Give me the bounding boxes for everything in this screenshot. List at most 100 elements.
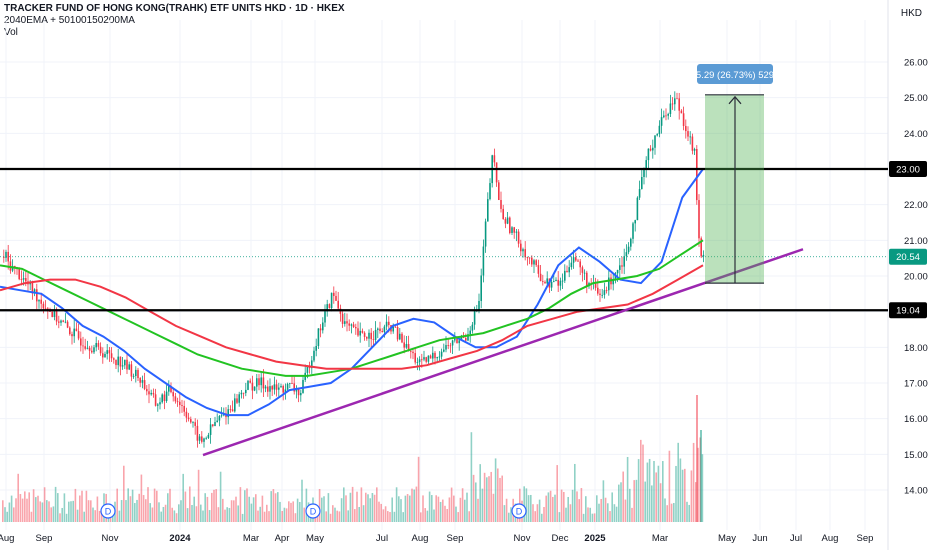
price-candle xyxy=(625,252,628,257)
volume-bar xyxy=(74,488,77,522)
volume-bar xyxy=(395,487,398,522)
volume-bar xyxy=(398,496,400,522)
volume-bar xyxy=(659,483,662,522)
price-candle xyxy=(524,249,526,258)
volume-bar xyxy=(10,495,13,522)
price-candle xyxy=(106,350,108,354)
price-candle xyxy=(322,322,324,331)
price-candle xyxy=(693,149,696,151)
volume-bar xyxy=(700,430,702,522)
price-candle xyxy=(137,369,139,379)
dividend-marker-label: D xyxy=(105,507,112,517)
price-candle xyxy=(392,326,394,332)
volume-bar xyxy=(677,442,679,522)
price-candle xyxy=(531,257,533,265)
volume-bar xyxy=(230,500,233,522)
volume-bar xyxy=(263,511,266,522)
currency-label[interactable]: HKD xyxy=(900,8,922,19)
volume-bar xyxy=(637,459,640,522)
price-candle xyxy=(542,281,544,282)
price-candle xyxy=(198,436,201,441)
volume-bar xyxy=(270,491,272,522)
volume-bar xyxy=(470,432,473,522)
price-candle xyxy=(458,340,460,344)
price-candle xyxy=(480,275,482,301)
volume-bar xyxy=(549,490,552,522)
volume-bar xyxy=(72,500,74,522)
volume-bar xyxy=(281,511,283,522)
price-candle xyxy=(638,189,641,198)
volume-bar xyxy=(226,507,228,522)
price-candle xyxy=(33,289,36,294)
price-candle xyxy=(414,353,416,363)
volume-bar xyxy=(288,501,290,522)
x-axis-tick-label: Sep xyxy=(447,533,464,544)
volume-bar xyxy=(686,501,688,522)
volume-bar xyxy=(554,494,556,522)
volume-bar xyxy=(24,491,26,522)
volume-bar xyxy=(285,508,288,522)
price-candle xyxy=(495,162,498,183)
volume-bar xyxy=(127,488,129,522)
price-candle xyxy=(451,340,454,346)
price-candle xyxy=(337,300,339,309)
price-candle xyxy=(696,149,698,201)
volume-bar xyxy=(145,499,147,522)
volume-bar xyxy=(696,395,698,522)
volume-bar xyxy=(679,458,682,522)
y-axis-tick-label: 20.00 xyxy=(904,272,928,283)
volume-bar xyxy=(593,513,596,522)
price-candle xyxy=(165,391,168,402)
x-axis-tick-label: Aug xyxy=(822,533,839,544)
volume-bar xyxy=(404,495,407,522)
price-candle xyxy=(227,409,229,418)
volume-bar xyxy=(206,496,209,522)
volume-bar xyxy=(442,499,444,522)
volume-label[interactable]: Vol xyxy=(4,27,18,38)
volume-bar xyxy=(255,494,257,522)
volume-bar xyxy=(406,494,409,522)
price-candle xyxy=(663,115,665,118)
volume-bar xyxy=(4,507,6,522)
volume-bar xyxy=(393,511,396,522)
indicator-label[interactable]: 2040EMA + 50100150200MA xyxy=(4,15,135,26)
price-candle xyxy=(603,290,606,295)
price-candle xyxy=(425,357,427,362)
volume-bar xyxy=(437,496,440,522)
volume-bar xyxy=(250,503,253,522)
price-candle xyxy=(436,357,438,359)
price-candle xyxy=(674,98,676,105)
price-candle xyxy=(154,394,157,406)
symbol-title[interactable]: TRACKER FUND OF HONG KONG(TRAHK) ETF UNI… xyxy=(4,3,345,14)
volume-bar xyxy=(380,503,382,522)
price-candle xyxy=(36,289,38,302)
price-candle xyxy=(561,280,564,282)
price-candle xyxy=(3,256,5,258)
price-candle xyxy=(253,386,256,391)
volume-bar xyxy=(321,497,323,522)
price-candle xyxy=(612,280,614,285)
volume-bar xyxy=(556,465,558,522)
volume-bar xyxy=(70,501,72,522)
volume-bar xyxy=(525,488,528,522)
price-candle xyxy=(473,311,476,325)
volume-bar xyxy=(369,498,371,522)
volume-bar xyxy=(299,501,301,522)
volume-bar xyxy=(422,495,424,522)
price-candle xyxy=(443,349,445,352)
price-candle xyxy=(667,113,669,116)
volume-bar xyxy=(318,488,321,522)
volume-bar xyxy=(662,461,664,522)
volume-bar xyxy=(690,470,693,522)
price-candle xyxy=(18,269,20,280)
volume-bar xyxy=(640,439,642,522)
price-candle xyxy=(619,265,621,270)
volume-bar xyxy=(501,475,503,522)
price-candle xyxy=(379,328,381,331)
price-candle xyxy=(418,359,421,363)
y-axis-tick-label: 18.00 xyxy=(904,343,928,354)
price-candle xyxy=(434,352,436,359)
volume-bar xyxy=(589,507,591,522)
price-candle xyxy=(594,282,597,288)
